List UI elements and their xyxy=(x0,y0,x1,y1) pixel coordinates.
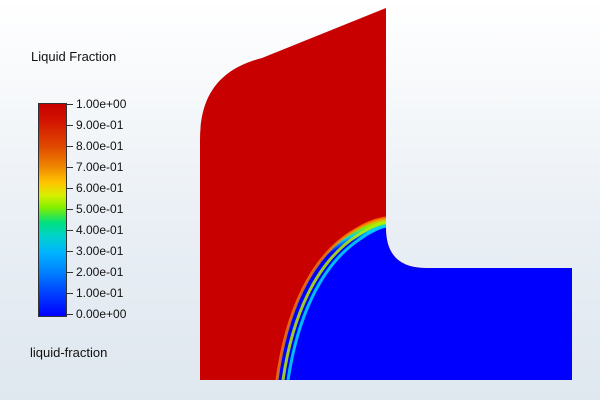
melting-front xyxy=(277,218,392,380)
colorbar xyxy=(38,103,67,317)
colorbar-tick xyxy=(66,104,73,105)
colorbar-tick-label: 6.00e-01 xyxy=(76,181,124,195)
colorbar-tick xyxy=(66,293,73,294)
colorbar-tick xyxy=(66,230,73,231)
colorbar-tick-label: 8.00e-01 xyxy=(76,139,124,153)
field-name-label: liquid-fraction xyxy=(30,345,108,360)
colorbar-tick-label: 1.00e-01 xyxy=(76,286,124,300)
colorbar-tick-label: 7.00e-01 xyxy=(76,160,124,174)
colorbar-tick-label: 3.00e-01 xyxy=(76,244,124,258)
colorbar-tick-label: 4.00e-01 xyxy=(76,223,124,237)
front-inner-band xyxy=(286,224,388,380)
colorbar-tick xyxy=(66,188,73,189)
colorbar-tick xyxy=(66,314,73,315)
colorbar-tick xyxy=(66,209,73,210)
colorbar-tick-label: 9.00e-01 xyxy=(76,118,124,132)
colorbar-tick xyxy=(66,125,73,126)
colorbar-tick-label: 1.00e+00 xyxy=(76,97,127,111)
colorbar-tick xyxy=(66,251,73,252)
colorbar-tick-label: 5.00e-01 xyxy=(76,202,124,216)
colorbar-tick-label: 0.00e+00 xyxy=(76,307,127,321)
legend-title: Liquid Fraction xyxy=(31,49,117,64)
solid-region xyxy=(290,226,572,380)
front-outer-band xyxy=(275,216,387,380)
colorbar-tick-label: 2.00e-01 xyxy=(76,265,124,279)
front-mid-band xyxy=(281,220,388,380)
colorbar-tick xyxy=(66,272,73,273)
colorbar-tick xyxy=(66,167,73,168)
colorbar-tick xyxy=(66,146,73,147)
